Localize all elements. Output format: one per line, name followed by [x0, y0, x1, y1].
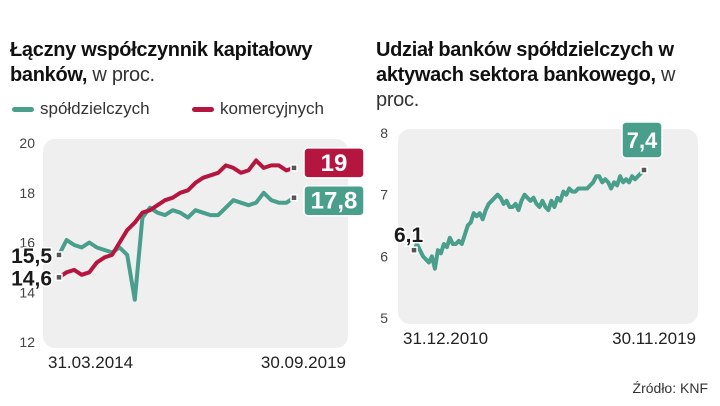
chart-2-series-1-end-marker [640, 166, 648, 174]
chart-1-series-1-start-value: 15,5 [11, 245, 52, 268]
chart-2-ytick-label: 6 [380, 248, 388, 264]
chart-2-ytick-label: 8 [380, 125, 388, 141]
chart-2-ytick-label: 7 [380, 187, 388, 203]
chart-1-ytick-label: 16 [19, 235, 35, 251]
chart-2-series-1-start-marker [410, 246, 418, 254]
chart-1-title: Łączny współczynnik kapitałowy banków, w… [10, 38, 350, 88]
chart-2-x-start-label: 31.12.2010 [403, 329, 488, 348]
chart-1-series-1-line [57, 190, 296, 302]
chart-1-series-2-start-value: 14,6 [11, 267, 52, 290]
legend-swatch-spoldzielczych [12, 106, 34, 112]
chart-2-series-1-end-value: 7,4 [627, 128, 658, 153]
chart-2-series-1-line [412, 168, 646, 271]
legend-item-spoldzielczych: spółdzielczych [12, 99, 150, 119]
chart-1-ytick-label: 12 [19, 334, 35, 350]
legend-label-komercyjnych: komercyjnych [220, 99, 324, 118]
chart-1-series-2-start-marker [55, 273, 63, 282]
chart-2-title: Udział banków spółdzielczych w aktywach … [376, 38, 716, 113]
chart-1-series-1-start-marker [55, 251, 63, 259]
source-note: Źródło: KNF [632, 380, 708, 396]
chart-2-series-1-start-value: 6,1 [394, 224, 424, 247]
chart-2-x-end-label: 30.11.2019 [612, 329, 696, 348]
chart-1-series-1-end-marker [290, 193, 298, 202]
chart-1-series-1-end-value: 17,8 [311, 188, 358, 215]
chart-1-ytick-label: 20 [19, 135, 35, 151]
chart-1-series-2-line [57, 158, 296, 280]
chart-1-ytick-label: 18 [19, 185, 35, 201]
chart-2-ytick-label: 5 [380, 310, 388, 326]
chart-1-title-unit: w proc. [87, 64, 155, 86]
chart-2-title-unit: w proc. [376, 64, 676, 111]
chart-1-series-2-end-value: 19 [321, 150, 348, 177]
chart-1-title-bold: Łączny współczynnik kapitałowy banków, [10, 39, 313, 86]
legend-label-spoldzielczych: spółdzielczych [40, 99, 150, 118]
chart-1-plot-background [43, 139, 348, 348]
chart-2-series-1-end-value-badge [621, 121, 663, 159]
chart-1-series-2-end-marker [290, 164, 298, 172]
legend-item-komercyjnych: komercyjnych [192, 99, 324, 119]
chart-1-x-end-label: 30.09.2019 [261, 353, 346, 372]
legend-swatch-komercyjnych [192, 106, 214, 112]
chart-1-x-start-label: 31.03.2014 [48, 353, 133, 372]
chart-1-ytick-label: 14 [19, 284, 35, 300]
chart-2-title-bold: Udział banków spółdzielczych w aktywach … [376, 39, 674, 86]
chart-1-series-1-end-value-badge [303, 184, 365, 217]
chart-1-series-2-end-value-badge [303, 147, 365, 179]
